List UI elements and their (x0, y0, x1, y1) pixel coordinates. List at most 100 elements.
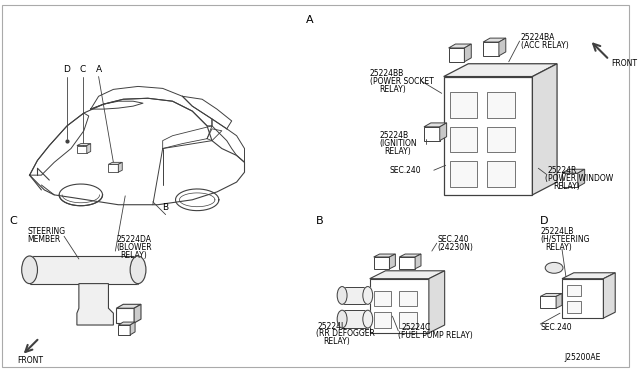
Text: (24230N): (24230N) (438, 243, 474, 251)
Polygon shape (562, 273, 615, 279)
Text: C: C (80, 65, 86, 74)
Polygon shape (562, 279, 604, 318)
Text: FRONT: FRONT (611, 59, 637, 68)
Polygon shape (399, 291, 417, 306)
Polygon shape (399, 312, 417, 328)
Text: (FUEL PUMP RELAY): (FUEL PUMP RELAY) (398, 331, 473, 340)
Polygon shape (449, 127, 477, 153)
Text: SEC.240: SEC.240 (438, 235, 469, 244)
Polygon shape (465, 44, 471, 62)
Polygon shape (118, 162, 122, 172)
Text: A: A (95, 65, 102, 74)
Polygon shape (370, 271, 445, 279)
Text: RELAY): RELAY) (545, 243, 572, 251)
Text: RELAY): RELAY) (553, 182, 580, 190)
Polygon shape (134, 304, 141, 323)
Polygon shape (370, 279, 429, 333)
Text: (POWER SOCKET: (POWER SOCKET (370, 77, 433, 86)
Polygon shape (483, 42, 499, 56)
Text: MEMBER: MEMBER (28, 235, 61, 244)
Ellipse shape (337, 286, 347, 304)
Polygon shape (342, 310, 368, 328)
Polygon shape (499, 38, 506, 56)
Polygon shape (540, 296, 556, 308)
Text: B: B (316, 217, 323, 227)
Text: 25224DA: 25224DA (116, 235, 151, 244)
Polygon shape (108, 162, 122, 164)
Ellipse shape (130, 256, 146, 283)
Text: 25224R: 25224R (547, 166, 577, 175)
Ellipse shape (337, 310, 347, 328)
Polygon shape (29, 256, 138, 283)
Text: STEERING: STEERING (28, 227, 66, 236)
Polygon shape (108, 164, 118, 172)
Text: A: A (306, 15, 313, 25)
Polygon shape (487, 161, 515, 187)
Polygon shape (374, 312, 392, 328)
Text: 25224C: 25224C (401, 324, 431, 333)
Polygon shape (532, 64, 557, 195)
Polygon shape (483, 38, 506, 42)
Ellipse shape (363, 286, 372, 304)
Text: 25224BB: 25224BB (370, 69, 404, 78)
Polygon shape (567, 285, 580, 296)
Text: RELAY): RELAY) (323, 337, 350, 346)
Polygon shape (444, 77, 532, 195)
Polygon shape (118, 325, 130, 335)
Polygon shape (487, 127, 515, 153)
Polygon shape (487, 92, 515, 118)
Polygon shape (415, 254, 421, 269)
Text: (RR DEFOGGER: (RR DEFOGGER (316, 329, 374, 339)
Polygon shape (374, 291, 392, 306)
Polygon shape (562, 173, 578, 187)
Polygon shape (390, 254, 396, 269)
Polygon shape (567, 301, 580, 313)
Text: 25224B: 25224B (380, 131, 409, 140)
Text: 25224BA: 25224BA (520, 33, 555, 42)
Ellipse shape (22, 256, 38, 283)
Text: (BLOWER: (BLOWER (116, 243, 152, 251)
Polygon shape (449, 48, 465, 62)
Ellipse shape (363, 310, 372, 328)
Polygon shape (87, 144, 91, 154)
Text: (ACC RELAY): (ACC RELAY) (520, 41, 568, 49)
Text: B: B (163, 203, 169, 212)
Polygon shape (130, 322, 135, 335)
Text: J25200AE: J25200AE (564, 353, 600, 362)
Polygon shape (77, 145, 87, 154)
Polygon shape (444, 64, 557, 77)
Polygon shape (578, 169, 585, 187)
Polygon shape (424, 127, 440, 141)
Polygon shape (429, 271, 445, 333)
Text: (H/STEERING: (H/STEERING (540, 235, 590, 244)
Polygon shape (399, 254, 421, 257)
Text: (IGNITION: (IGNITION (380, 139, 417, 148)
Ellipse shape (545, 262, 563, 273)
Polygon shape (556, 294, 562, 308)
Polygon shape (374, 254, 396, 257)
Polygon shape (77, 144, 91, 145)
Polygon shape (449, 44, 471, 48)
Text: D: D (63, 65, 70, 74)
Text: SEC.240: SEC.240 (540, 324, 572, 333)
Polygon shape (562, 169, 585, 173)
Polygon shape (399, 257, 415, 269)
Text: D: D (540, 217, 548, 227)
Polygon shape (540, 294, 562, 296)
Text: 25224L: 25224L (317, 321, 346, 330)
Text: FRONT: FRONT (18, 356, 44, 365)
Text: RELAY): RELAY) (380, 85, 406, 94)
Polygon shape (77, 283, 113, 325)
Polygon shape (424, 123, 447, 127)
Polygon shape (374, 257, 390, 269)
Text: RELAY): RELAY) (120, 250, 147, 260)
Polygon shape (118, 322, 135, 325)
Text: SEC.240: SEC.240 (390, 166, 421, 175)
Polygon shape (604, 273, 615, 318)
Text: RELAY): RELAY) (385, 147, 412, 156)
Polygon shape (116, 304, 141, 308)
Polygon shape (440, 123, 447, 141)
Text: C: C (10, 217, 18, 227)
Text: 25224LB: 25224LB (540, 227, 573, 236)
Text: (POWER WINDOW: (POWER WINDOW (545, 174, 614, 183)
